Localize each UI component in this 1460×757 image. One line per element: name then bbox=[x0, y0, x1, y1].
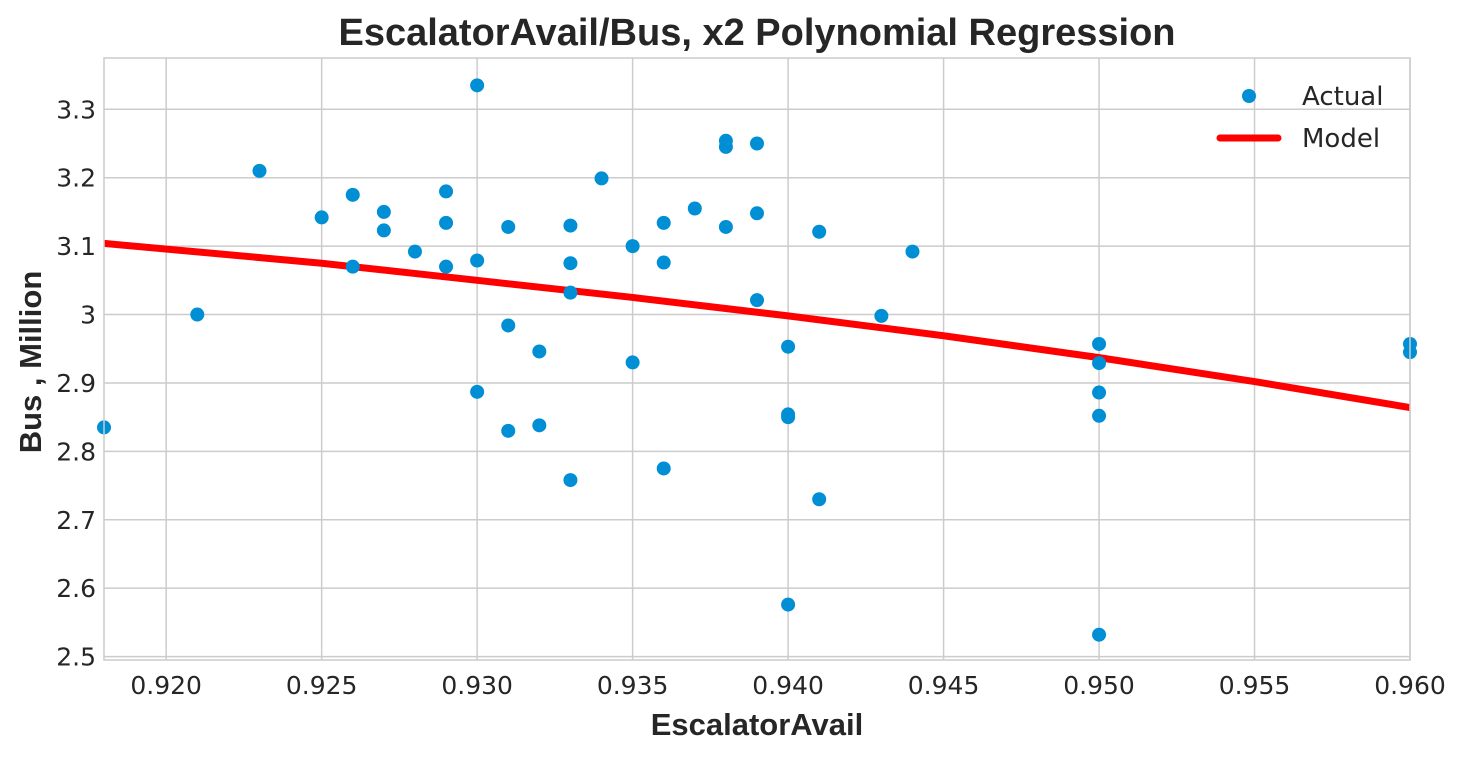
actual-point bbox=[501, 219, 516, 234]
actual-points-layer bbox=[97, 78, 1417, 642]
plot-frame bbox=[103, 57, 1411, 661]
actual-point bbox=[314, 210, 329, 225]
actual-point bbox=[563, 218, 578, 233]
actual-point bbox=[750, 206, 764, 221]
x-tick-label: 0.955 bbox=[1219, 671, 1291, 700]
actual-point bbox=[812, 492, 827, 507]
y-tick-label: 2.7 bbox=[56, 506, 96, 535]
actual-point bbox=[190, 307, 205, 322]
actual-point bbox=[625, 355, 640, 370]
actual-point bbox=[501, 318, 516, 333]
actual-point bbox=[812, 224, 827, 239]
x-tick-label: 0.960 bbox=[1374, 671, 1446, 700]
x-tick-labels: 0.920 0.925 0.930 0.935 0.940 0.945 0.950 0.955… bbox=[130, 671, 1445, 700]
actual-point bbox=[1092, 385, 1107, 400]
actual-point bbox=[470, 253, 485, 268]
actual-point bbox=[1092, 627, 1107, 642]
y-tick-label: 2.8 bbox=[56, 437, 96, 466]
x-tick-label: 0.935 bbox=[597, 671, 669, 700]
actual-point bbox=[656, 255, 671, 270]
actual-point bbox=[781, 339, 796, 354]
actual-point bbox=[656, 215, 671, 230]
legend-model-label: Model bbox=[1302, 124, 1380, 154]
y-tick-label: 3.1 bbox=[56, 232, 96, 261]
actual-point bbox=[781, 597, 796, 612]
actual-point bbox=[345, 187, 360, 202]
actual-point bbox=[532, 344, 547, 359]
actual-point bbox=[252, 163, 267, 178]
actual-point bbox=[345, 259, 360, 274]
actual-point bbox=[718, 139, 733, 154]
actual-point bbox=[501, 423, 516, 438]
legend-actual-marker bbox=[1242, 89, 1256, 103]
model-line-layer bbox=[103, 239, 1411, 412]
legend: Actual Model bbox=[1216, 82, 1383, 154]
actual-point bbox=[563, 473, 578, 488]
actual-point bbox=[625, 239, 640, 254]
actual-point bbox=[563, 256, 578, 271]
x-tick-label: 0.930 bbox=[441, 671, 513, 700]
actual-point bbox=[718, 219, 733, 234]
y-tick-label: 3 bbox=[80, 301, 96, 330]
actual-point bbox=[1092, 336, 1107, 351]
actual-point bbox=[905, 244, 920, 259]
actual-point bbox=[656, 461, 671, 476]
actual-point bbox=[439, 215, 454, 230]
actual-point bbox=[750, 293, 764, 308]
actual-point bbox=[439, 184, 454, 199]
chart-title: EscalatorAvail/Bus, x2 Polynomial Regres… bbox=[338, 12, 1175, 54]
actual-point bbox=[532, 418, 547, 433]
legend-actual-label: Actual bbox=[1302, 82, 1383, 112]
x-axis-label: EscalatorAvail bbox=[651, 707, 864, 742]
actual-point bbox=[470, 78, 485, 93]
x-tick-label: 0.920 bbox=[130, 671, 202, 700]
y-tick-label: 2.9 bbox=[56, 369, 96, 398]
y-tick-label: 3.3 bbox=[56, 95, 96, 124]
actual-point bbox=[376, 223, 391, 238]
y-tick-label: 3.2 bbox=[56, 164, 96, 193]
x-tick-label: 0.945 bbox=[908, 671, 980, 700]
actual-point bbox=[594, 171, 609, 186]
grid bbox=[104, 58, 1411, 660]
x-tick-label: 0.940 bbox=[752, 671, 824, 700]
actual-point bbox=[781, 410, 796, 425]
actual-point bbox=[563, 285, 578, 300]
actual-point bbox=[1092, 356, 1107, 371]
actual-point bbox=[687, 201, 702, 216]
actual-point bbox=[376, 204, 391, 219]
actual-point bbox=[470, 384, 485, 399]
actual-point bbox=[1092, 408, 1107, 423]
actual-point bbox=[439, 259, 454, 274]
actual-point bbox=[750, 136, 764, 151]
y-tick-label: 2.5 bbox=[56, 643, 96, 672]
x-tick-label: 0.925 bbox=[286, 671, 358, 700]
model-line bbox=[103, 239, 1411, 412]
y-tick-labels: 2.5 2.6 2.7 2.8 2.9 3 3.1 3.2 3.3 bbox=[56, 95, 96, 671]
actual-point bbox=[407, 244, 422, 259]
y-tick-label: 2.6 bbox=[56, 574, 96, 603]
y-axis-label: Bus , Million bbox=[13, 271, 48, 454]
x-tick-label: 0.950 bbox=[1063, 671, 1135, 700]
actual-point bbox=[874, 308, 889, 323]
